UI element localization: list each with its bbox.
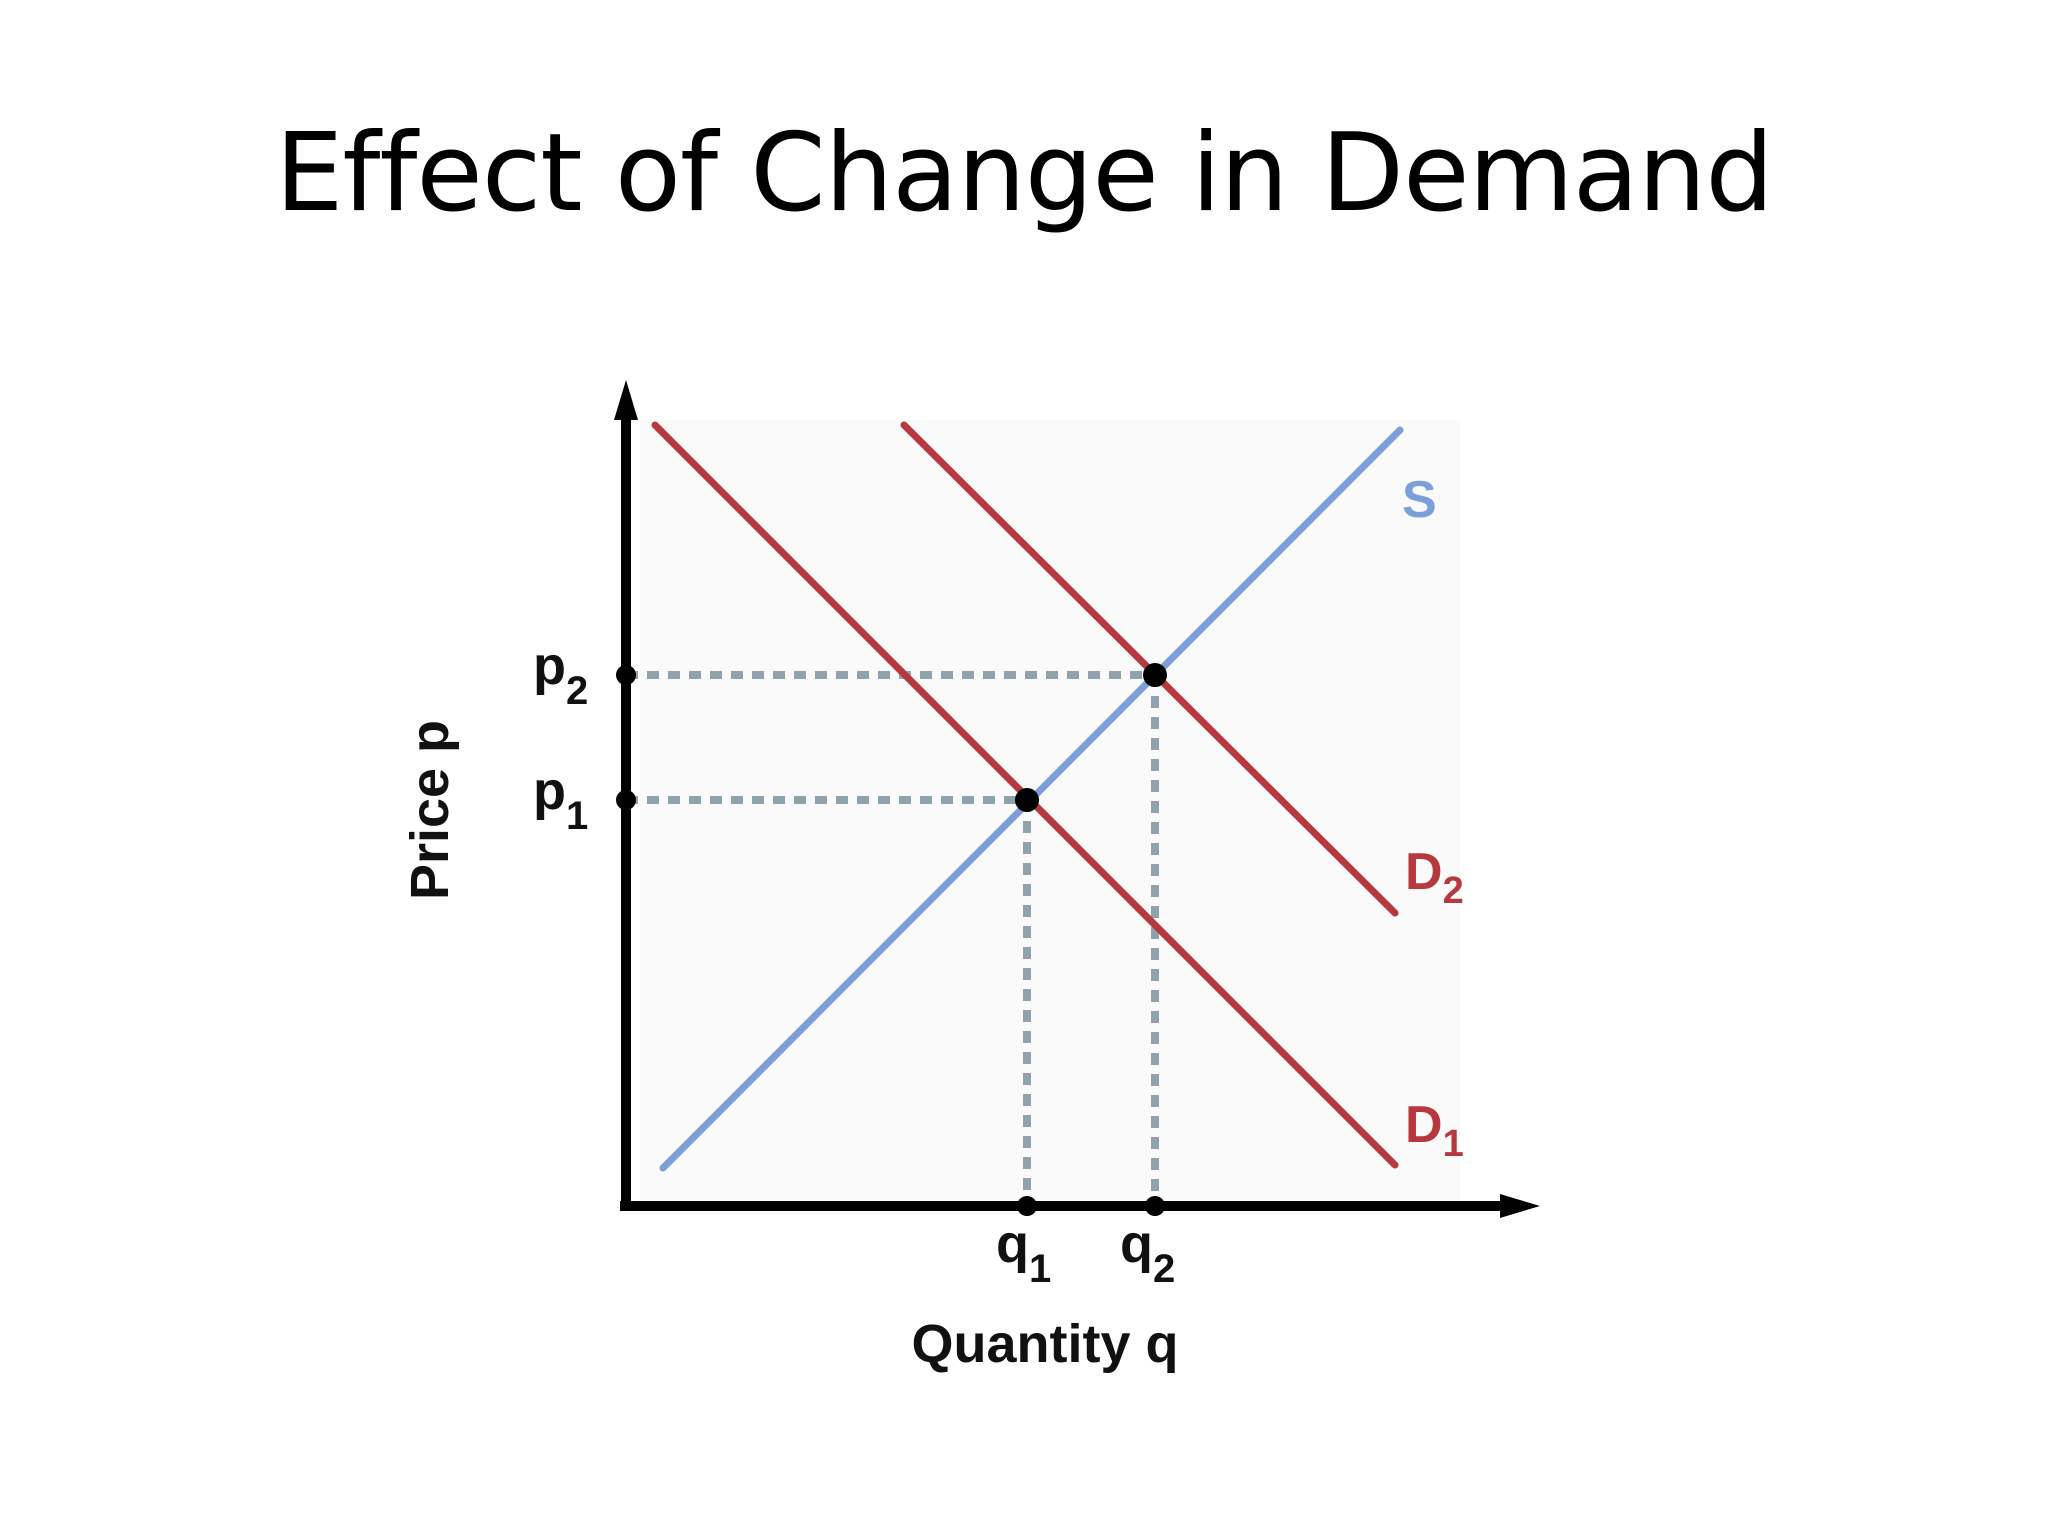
- q2-tick-subscript: 2: [1153, 1247, 1175, 1291]
- points: [616, 663, 1167, 1216]
- supply-label-base: S: [1402, 471, 1437, 529]
- supply-curve-label: S: [1402, 471, 1437, 529]
- x-axis-label: Quantity q: [912, 1314, 1179, 1374]
- demand-d1-label-base: D: [1405, 1096, 1443, 1154]
- demand-d1-label-subscript: 1: [1443, 1123, 1464, 1165]
- y-axis-arrowhead: [614, 380, 638, 420]
- equilibrium-point-2: [1143, 663, 1167, 687]
- p2-tick-subscript: 2: [566, 669, 588, 713]
- p1-tick-point: [616, 790, 636, 810]
- slide-title: Effect of Change in Demand: [275, 111, 1774, 236]
- q2-tick-point: [1145, 1196, 1165, 1216]
- q1-tick-point: [1017, 1196, 1037, 1216]
- p2-tick-base: p: [533, 636, 566, 696]
- guide-lines: [626, 671, 1159, 1205]
- p1-tick-subscript: 1: [566, 794, 588, 838]
- y-axis-label: Price p: [400, 720, 460, 900]
- p2-tick-label: p2: [533, 636, 588, 713]
- x-axis-arrowhead: [1500, 1194, 1540, 1218]
- q1-tick-base: q: [996, 1214, 1029, 1274]
- q1-tick-label: q1: [996, 1214, 1051, 1291]
- equilibrium-point-1: [1015, 788, 1039, 812]
- demand-d2-label-base: D: [1405, 843, 1443, 901]
- p1-tick-base: p: [533, 761, 566, 821]
- demand-d2-label: D2: [1405, 843, 1464, 912]
- demand-d1-label: D1: [1405, 1096, 1464, 1165]
- q2-tick-label: q2: [1120, 1214, 1175, 1291]
- demand-d2-label-subscript: 2: [1443, 870, 1464, 912]
- q2-tick-base: q: [1120, 1214, 1153, 1274]
- q1-tick-subscript: 1: [1029, 1247, 1051, 1291]
- p1-tick-label: p1: [533, 761, 588, 838]
- p2-tick-point: [616, 665, 636, 685]
